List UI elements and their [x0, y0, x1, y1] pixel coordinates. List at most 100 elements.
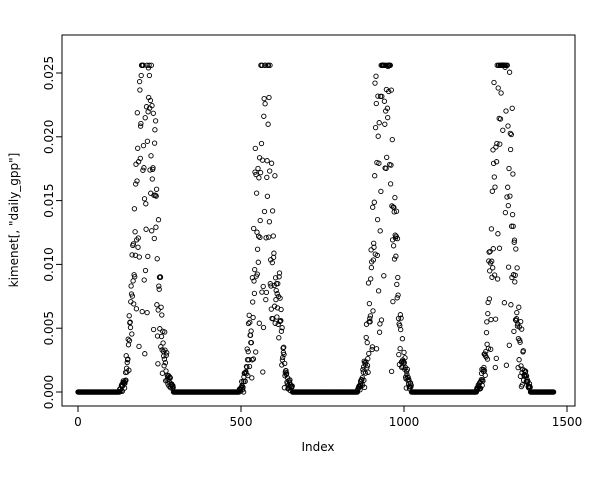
- data-point: [361, 384, 368, 391]
- x-tick-label: 500: [230, 415, 253, 429]
- data-point: [381, 98, 388, 104]
- data-point: [512, 317, 519, 323]
- data-point: [274, 314, 280, 320]
- data-point: [242, 378, 248, 384]
- data-point: [399, 336, 406, 342]
- data-point: [369, 344, 376, 350]
- data-point: [254, 246, 261, 252]
- data-point: [131, 206, 138, 212]
- data-point: [287, 377, 293, 383]
- data-point: [492, 184, 498, 190]
- data-point: [125, 356, 131, 362]
- data-point: [261, 113, 267, 119]
- data-point: [162, 347, 168, 353]
- data-point: [250, 314, 256, 321]
- data-point: [156, 283, 162, 289]
- data-point: [251, 278, 257, 284]
- data-point: [281, 344, 287, 350]
- data-point: [388, 87, 394, 93]
- data-point: [483, 329, 490, 336]
- x-tick-label: 1500: [552, 415, 583, 429]
- data-point: [526, 381, 533, 387]
- data-point: [367, 313, 374, 319]
- data-point: [160, 340, 166, 346]
- data-point: [519, 382, 525, 388]
- data-point: [397, 312, 404, 318]
- data-point: [276, 274, 282, 280]
- data-point: [512, 279, 518, 285]
- data-point: [279, 362, 285, 368]
- data-point: [246, 363, 253, 370]
- data-point: [379, 93, 385, 100]
- data-point: [493, 355, 499, 362]
- data-point: [375, 133, 381, 139]
- data-point: [493, 159, 500, 165]
- data-point: [155, 307, 161, 313]
- data-point: [370, 257, 377, 263]
- data-point: [148, 62, 154, 68]
- data-point: [140, 62, 146, 68]
- data-point: [264, 174, 270, 181]
- data-point: [373, 100, 379, 107]
- data-point: [383, 165, 389, 172]
- data-point: [364, 339, 370, 346]
- data-point: [153, 193, 159, 199]
- data-point: [283, 370, 290, 376]
- data-point: [143, 104, 150, 110]
- data-point: [395, 292, 401, 298]
- data-point: [125, 336, 131, 342]
- data-point: [268, 283, 274, 289]
- data-point: [523, 373, 530, 379]
- data-point: [372, 80, 378, 86]
- data-point: [519, 326, 525, 332]
- data-point: [252, 266, 258, 273]
- data-point: [149, 102, 155, 109]
- y-tick-label: 0.020: [42, 120, 56, 154]
- data-point: [394, 295, 400, 301]
- data-point: [282, 360, 288, 367]
- data-point: [272, 275, 279, 281]
- data-point: [251, 290, 258, 297]
- data-point: [275, 280, 281, 287]
- data-point: [163, 352, 169, 358]
- data-points: [75, 62, 557, 395]
- data-point: [388, 368, 395, 375]
- data-point: [367, 315, 373, 322]
- data-point: [145, 65, 152, 71]
- data-point: [253, 171, 259, 178]
- data-point: [387, 181, 394, 187]
- y-tick-label: 0.000: [42, 375, 56, 409]
- data-point: [146, 72, 153, 79]
- data-point: [245, 348, 251, 355]
- data-point: [514, 309, 520, 316]
- data-point: [149, 176, 155, 182]
- data-point: [162, 329, 168, 335]
- data-point: [507, 130, 513, 137]
- data-point: [129, 331, 135, 337]
- data-point: [482, 372, 488, 378]
- data-point: [122, 378, 128, 384]
- data-point: [130, 241, 137, 247]
- y-axis-label: kimenet[, "daily_gpp"]: [7, 153, 21, 288]
- data-point: [135, 235, 141, 241]
- data-point: [550, 389, 557, 395]
- data-point: [289, 383, 295, 389]
- data-point: [402, 355, 408, 361]
- data-point: [263, 235, 269, 241]
- data-point: [240, 389, 247, 395]
- data-point: [132, 229, 138, 235]
- data-point: [124, 359, 130, 366]
- data-point: [151, 235, 157, 242]
- data-point: [277, 295, 283, 301]
- data-point: [161, 363, 167, 369]
- data-point: [264, 193, 271, 199]
- data-point: [506, 69, 513, 75]
- data-point: [256, 175, 262, 181]
- data-point: [498, 90, 504, 96]
- data-point: [154, 256, 160, 262]
- data-point: [141, 165, 147, 171]
- data-point: [377, 228, 383, 234]
- data-point: [481, 364, 487, 371]
- data-point: [136, 78, 143, 85]
- data-point: [492, 316, 499, 322]
